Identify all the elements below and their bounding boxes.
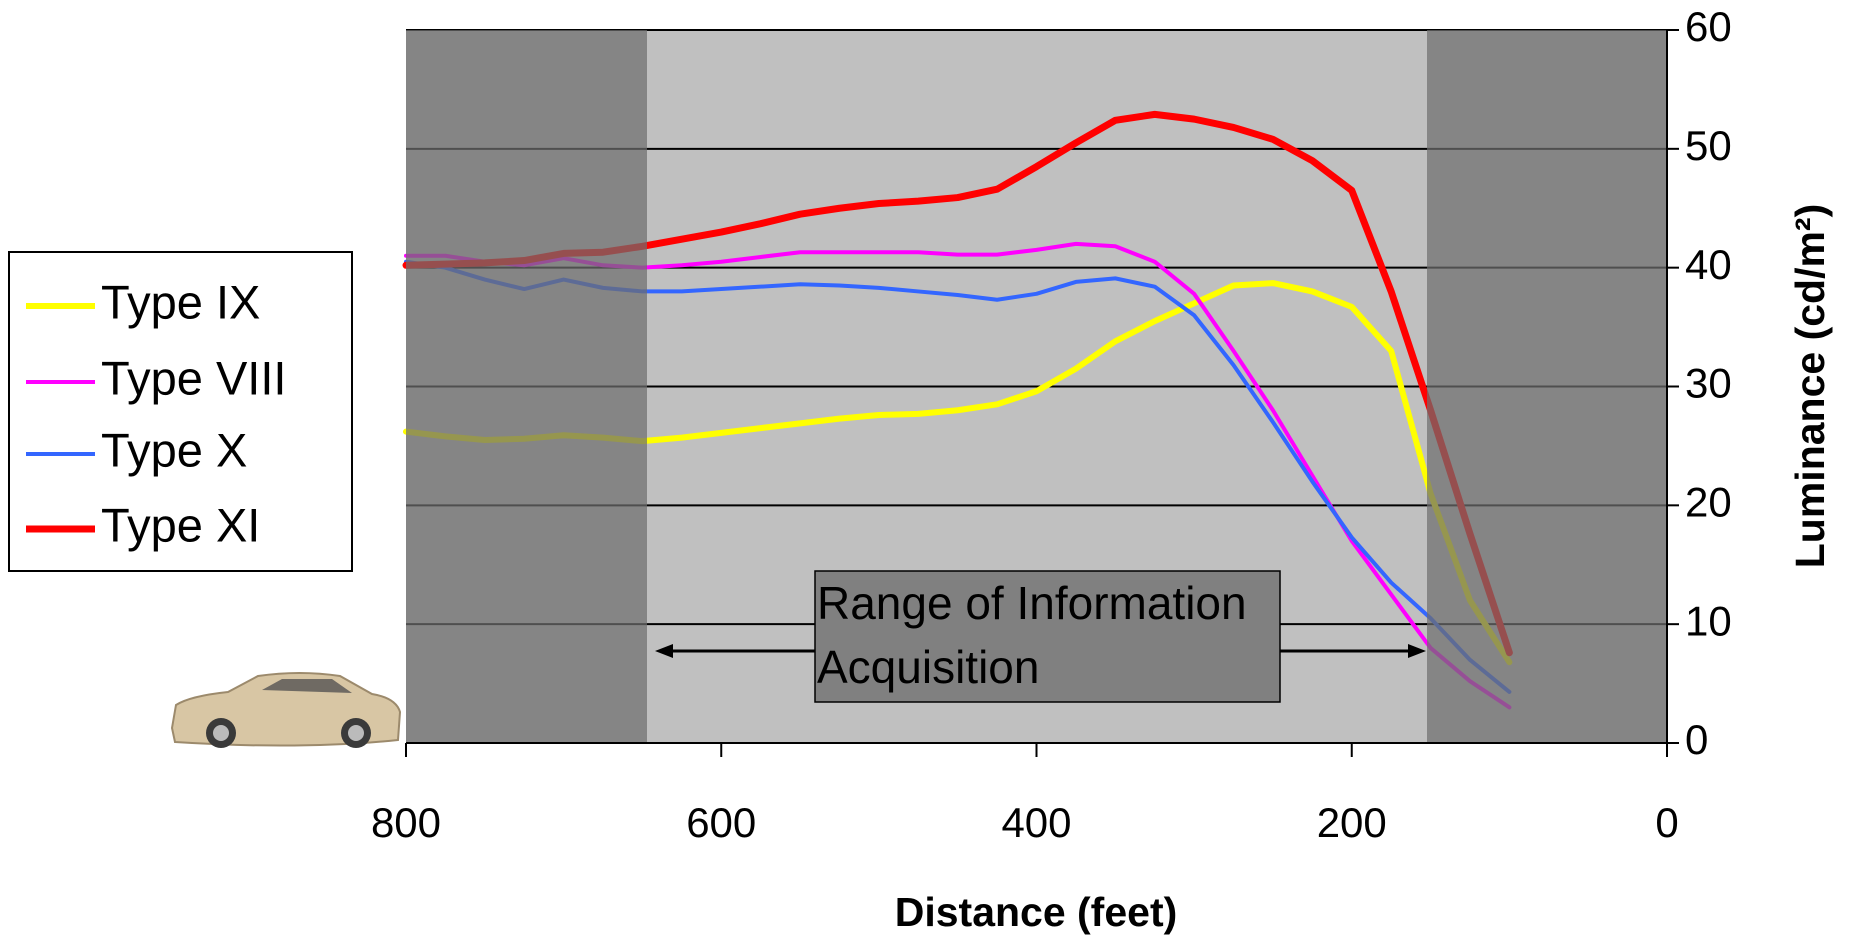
legend-label: Type XI [101,498,260,551]
annotation-text: Acquisition [817,641,1039,693]
car-icon [170,672,402,748]
x-axis-title: Distance (feet) [895,889,1178,935]
y-tick-label: 10 [1685,597,1732,644]
y-tick-label: 30 [1685,360,1732,407]
x-tick-label: 200 [1317,799,1387,846]
x-tick-label: 400 [1001,799,1071,846]
y-tick-label: 0 [1685,716,1708,763]
arrow-head [1408,644,1426,658]
annotation-box [814,570,1281,703]
legend: Type IX Type VIII Type X Type XI [26,275,286,551]
shaded-region [406,30,647,743]
y-tick-label: 60 [1685,3,1732,50]
annotation-text: Range of Information [817,577,1247,629]
arrow-head [655,644,673,658]
y-tick-label: 50 [1685,122,1732,169]
y-tick-label: 20 [1685,478,1732,525]
x-tick-label: 600 [686,799,756,846]
x-tick-label: 0 [1655,799,1678,846]
shaded-region [1427,30,1667,743]
axes: 0 10 20 30 40 50 60 800 600 400 200 0 [371,3,1732,846]
legend-label: Type VIII [101,351,286,404]
x-tick-label: 800 [371,799,441,846]
y-axis-title: Luminance (cd/m²) [1787,204,1833,568]
legend-label: Type X [101,423,247,476]
y-tick-label: 40 [1685,241,1732,288]
legend-label: Type IX [101,275,260,328]
